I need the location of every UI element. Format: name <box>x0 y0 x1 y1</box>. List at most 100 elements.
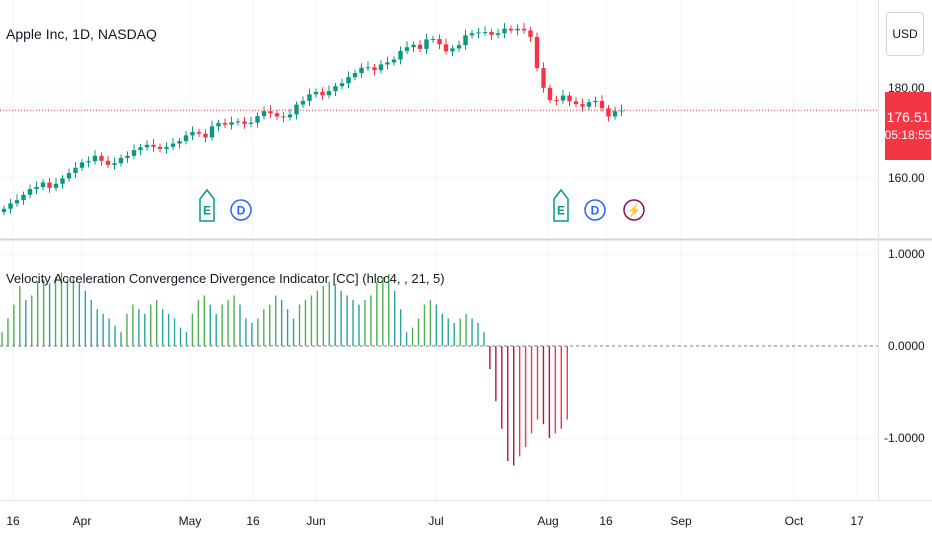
lightning-icon <box>623 199 645 221</box>
candle-body <box>86 161 91 163</box>
candle-body <box>274 113 280 117</box>
candle-body <box>242 121 247 124</box>
bar-countdown: 05:18:55 <box>884 128 932 142</box>
candle-body <box>365 67 371 69</box>
time-axis-label[interactable]: 16 <box>246 514 260 528</box>
dividends-marker[interactable]: D <box>230 199 252 221</box>
candle-body <box>144 144 150 148</box>
indicator-axis-label: 1.0000 <box>888 247 925 261</box>
candle-body <box>60 178 65 184</box>
candle-body <box>73 167 78 174</box>
candle-body <box>417 44 423 49</box>
candle-body <box>456 45 462 49</box>
marker-letter: D <box>237 204 246 218</box>
candle-body <box>229 122 234 125</box>
candle-body <box>313 91 319 95</box>
candle-body <box>287 114 293 118</box>
candle-body <box>567 95 572 102</box>
candlestick-series <box>1 23 624 216</box>
last-price-badge: 176.51 05:18:55 <box>885 92 931 160</box>
indicator-axis-label: 0.0000 <box>888 339 925 353</box>
candle-body <box>8 203 13 209</box>
candle-body <box>300 100 306 105</box>
candle-body <box>489 32 494 35</box>
candle-body <box>346 77 351 84</box>
candle-body <box>196 132 202 134</box>
candle-body <box>580 104 585 107</box>
candle-body <box>606 108 611 117</box>
time-axis-label[interactable]: Jul <box>428 514 443 528</box>
candle-body <box>599 100 605 109</box>
candle-body <box>391 59 397 63</box>
time-axis-label[interactable]: 17 <box>850 514 864 528</box>
earnings-icon <box>199 188 215 222</box>
candle-body <box>203 133 208 138</box>
candle-body <box>378 64 384 71</box>
candle-body <box>573 101 579 105</box>
candle-body <box>534 36 540 69</box>
earnings-marker[interactable]: E <box>553 188 569 222</box>
candle-body <box>216 123 221 127</box>
candle-body <box>138 147 143 151</box>
dividends-marker[interactable]: D <box>584 199 606 221</box>
candle-body <box>92 155 98 162</box>
time-axis-label[interactable]: May <box>179 514 202 528</box>
candle-body <box>34 187 39 190</box>
candle-body <box>541 68 546 88</box>
earnings-marker[interactable]: E <box>199 188 215 222</box>
time-axis-label[interactable]: Aug <box>537 514 558 528</box>
candle-body <box>248 122 254 124</box>
price-axis-label: 180.00 <box>888 81 925 95</box>
candle-body <box>235 121 241 123</box>
time-axis-label[interactable]: Oct <box>785 514 804 528</box>
candle-body <box>502 28 507 34</box>
time-axis-label[interactable]: Jun <box>306 514 325 528</box>
candle-body <box>469 33 475 36</box>
symbol-title[interactable]: Apple Inc, 1D, NASDAQ <box>6 26 157 42</box>
candle-body <box>105 160 111 165</box>
news-marker[interactable]: ⚡ <box>623 199 645 221</box>
candle-body <box>554 100 559 102</box>
candle-body <box>125 155 130 158</box>
candle-body <box>437 39 442 45</box>
candle-body <box>66 173 72 179</box>
grid-lines <box>0 0 878 500</box>
candle-body <box>151 144 156 147</box>
candle-body <box>326 91 332 96</box>
candle-body <box>294 104 299 115</box>
currency-button[interactable]: USD <box>886 12 924 56</box>
candle-body <box>177 141 182 144</box>
candle-body <box>320 91 325 96</box>
time-axis-label[interactable]: Sep <box>670 514 692 528</box>
time-axis-label[interactable]: 16 <box>6 514 20 528</box>
candle-body <box>112 163 117 165</box>
candle-body <box>521 28 527 31</box>
time-axis-label[interactable]: Apr <box>73 514 92 528</box>
candle-body <box>508 28 514 31</box>
candle-body <box>398 50 403 60</box>
candle-body <box>476 32 481 34</box>
candle-body <box>352 73 358 78</box>
candle-body <box>183 135 189 142</box>
candle-body <box>170 143 176 147</box>
candle-body <box>586 102 592 107</box>
indicator-title[interactable]: Velocity Acceleration Convergence Diverg… <box>6 271 445 286</box>
event-markers[interactable]: E D E D ⚡ <box>199 188 645 222</box>
dividend-icon <box>230 199 252 221</box>
candle-body <box>424 39 429 49</box>
candle-body <box>612 111 618 117</box>
candle-body <box>14 200 20 204</box>
candle-body <box>482 32 488 34</box>
candle-body <box>333 86 338 92</box>
candle-body <box>359 67 364 74</box>
candle-body <box>372 67 377 71</box>
candle-body <box>528 30 533 37</box>
time-axis-label[interactable]: 16 <box>599 514 613 528</box>
candle-body <box>619 110 624 112</box>
candle-body <box>411 44 416 48</box>
dividend-icon <box>584 199 606 221</box>
indicator-axis-label: -1.0000 <box>884 431 925 445</box>
candle-body <box>209 126 215 138</box>
candle-body <box>404 47 410 51</box>
